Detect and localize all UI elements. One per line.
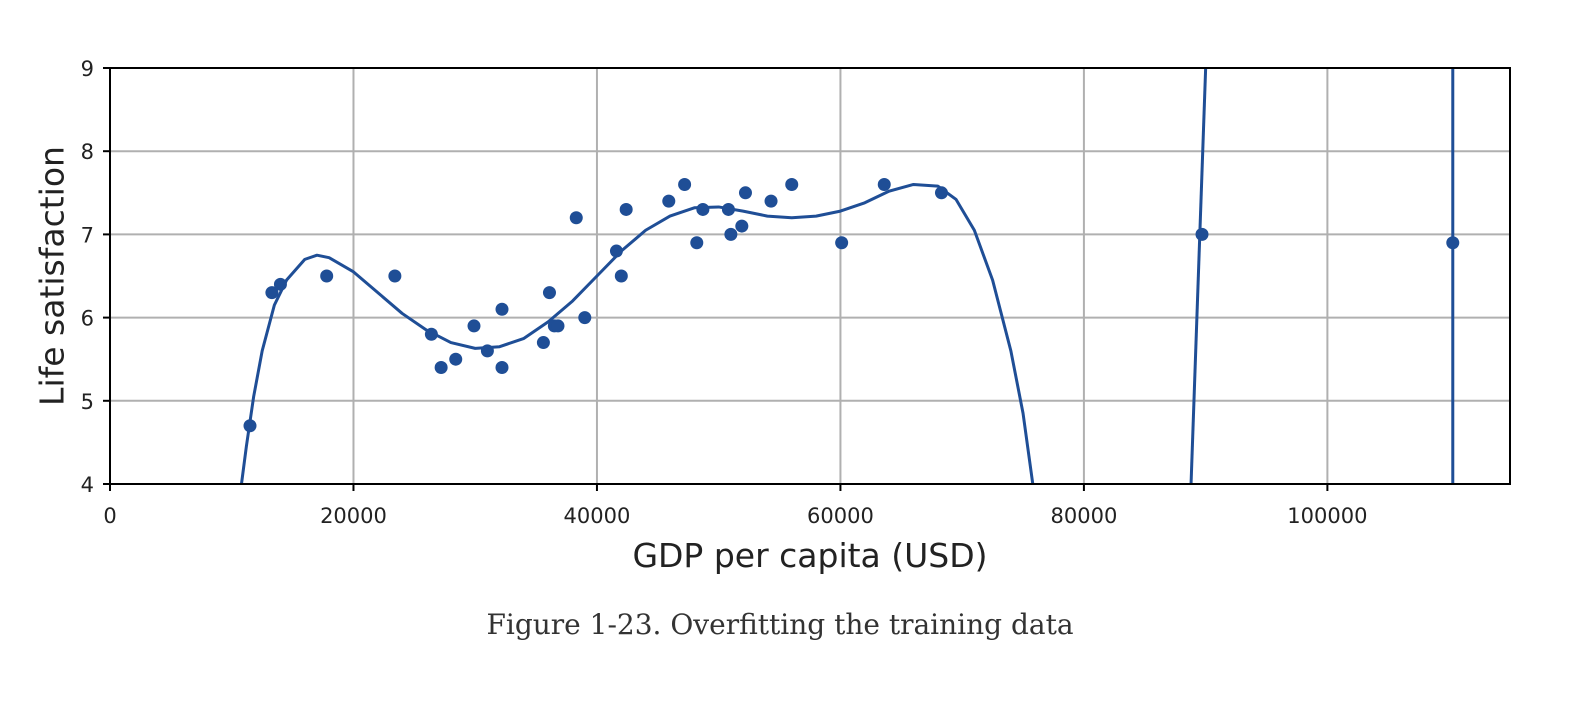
data-point bbox=[764, 194, 778, 208]
data-point bbox=[877, 177, 891, 191]
data-point bbox=[495, 361, 509, 375]
data-point bbox=[467, 319, 481, 333]
data-point bbox=[578, 311, 592, 325]
data-point bbox=[320, 269, 334, 283]
fit-curve-branch bbox=[1189, 68, 1208, 484]
data-point bbox=[738, 186, 752, 200]
data-point bbox=[934, 186, 948, 200]
data-point bbox=[614, 269, 628, 283]
data-point bbox=[388, 269, 402, 283]
grid bbox=[109, 67, 1510, 485]
y-tick-label: 9 bbox=[81, 57, 94, 81]
x-tick-label: 0 bbox=[103, 504, 116, 528]
plot-frame bbox=[109, 67, 1511, 485]
data-points bbox=[243, 177, 1460, 433]
data-point bbox=[609, 244, 623, 258]
fit-curve-line bbox=[239, 182, 1035, 484]
data-point bbox=[265, 286, 279, 300]
data-point bbox=[569, 211, 583, 225]
data-point bbox=[1195, 227, 1209, 241]
x-tick-label: 80000 bbox=[1051, 504, 1118, 528]
y-axis-title: Life satisfaction bbox=[33, 146, 72, 406]
y-tick-label: 8 bbox=[81, 140, 94, 164]
data-point bbox=[696, 202, 710, 216]
data-point bbox=[424, 327, 438, 341]
x-tick-label: 100000 bbox=[1287, 504, 1367, 528]
axis-ticks: 0 20000 40000 60000 80000 100000 4 5 6 7 8 9 bbox=[81, 57, 1368, 528]
data-point bbox=[678, 177, 692, 191]
data-point bbox=[724, 227, 738, 241]
data-point bbox=[449, 352, 463, 366]
data-point bbox=[690, 236, 704, 250]
data-point bbox=[542, 286, 556, 300]
y-tick-label: 7 bbox=[81, 223, 94, 247]
data-point bbox=[1446, 236, 1460, 250]
x-tick-label: 20000 bbox=[320, 504, 387, 528]
data-point bbox=[480, 344, 494, 358]
data-point bbox=[243, 419, 257, 433]
figure-caption: Figure 1-23. Overfitting the training da… bbox=[486, 608, 1074, 641]
x-tick-label: 40000 bbox=[564, 504, 631, 528]
y-tick-label: 5 bbox=[81, 390, 94, 414]
data-point bbox=[273, 277, 287, 291]
data-point bbox=[495, 302, 509, 316]
chart: 0 20000 40000 60000 80000 100000 4 5 6 7 8 9 GDP pe… bbox=[33, 57, 1511, 575]
x-tick-label: 60000 bbox=[807, 504, 874, 528]
data-point bbox=[536, 336, 550, 350]
data-point bbox=[721, 202, 735, 216]
data-point bbox=[551, 319, 565, 333]
data-point bbox=[835, 236, 849, 250]
y-tick-label: 4 bbox=[81, 473, 94, 497]
fit-curve bbox=[239, 68, 1455, 484]
data-point bbox=[619, 202, 633, 216]
data-point bbox=[662, 194, 676, 208]
x-axis-title: GDP per capita (USD) bbox=[632, 536, 987, 575]
data-point bbox=[785, 177, 799, 191]
y-tick-label: 6 bbox=[81, 307, 94, 331]
data-point bbox=[735, 219, 749, 233]
data-point bbox=[434, 361, 448, 375]
